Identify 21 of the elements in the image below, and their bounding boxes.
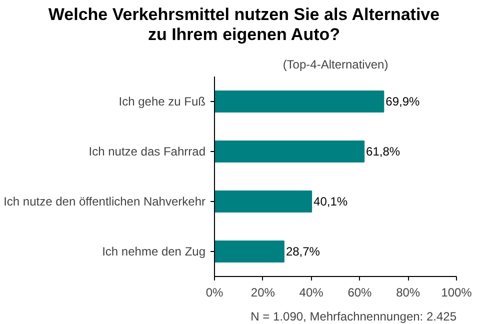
bar [214,140,365,162]
y-tick-label: Ich gehe zu Fuß [118,94,206,108]
chart-subtitle: (Top-4-Alternativen) [282,58,388,72]
data-label: 61,8% [366,144,400,158]
bar [214,90,384,112]
bar [214,190,312,212]
data-label: 28,7% [286,244,320,258]
chart-title: Welche Verkehrsmittel nutzen Sie als Alternative zu Ihrem eigenen Auto? [48,5,440,45]
x-tick-label: 20% [250,286,276,300]
x-tick-label: 40% [299,286,324,300]
y-tick-label: Ich nehme den Zug [102,244,206,258]
x-tick-label: 80% [396,286,420,300]
bar [214,240,284,262]
y-tick-label: Ich nutze den öffentlichen Nahverkehr [4,194,206,208]
x-tick-label: 100% [441,286,472,300]
x-tick-label: 60% [348,286,372,300]
text: N = 1.090, Mehrfachnennungen: 2.425 [250,310,457,324]
data-label: 40,1% [314,194,348,208]
data-label: 69,9% [386,94,420,108]
x-tick-label: 0% [206,286,224,300]
y-tick-label: Ich nutze das Fahrrad [88,144,206,158]
